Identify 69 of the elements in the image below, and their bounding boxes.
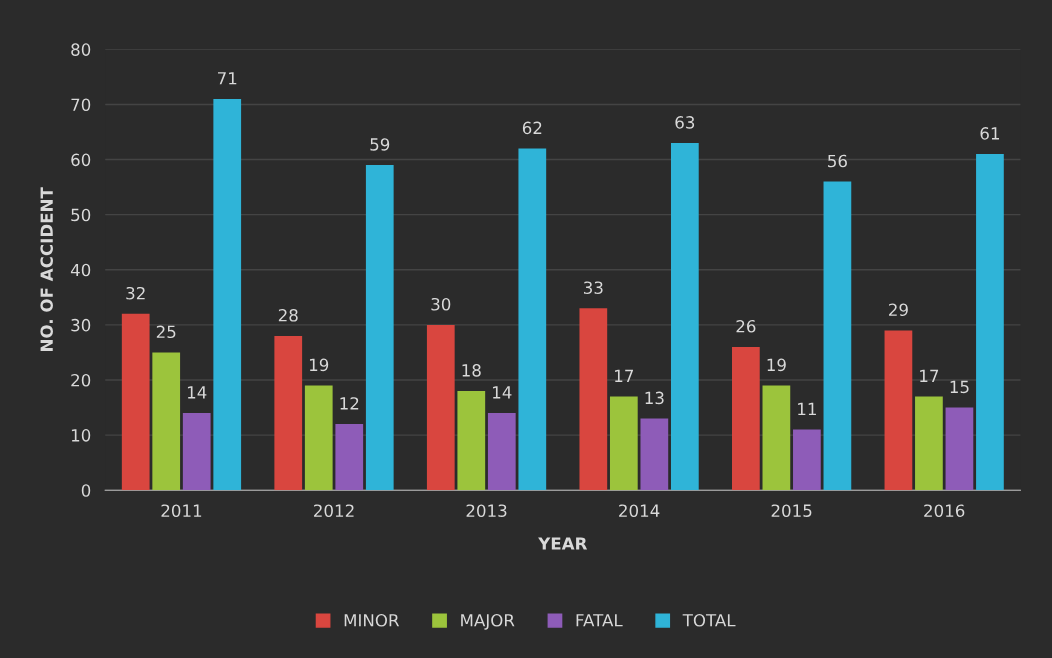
x-tick-label: 2016: [924, 504, 965, 517]
data-label: 17: [920, 369, 939, 382]
y-tick-label: 80: [71, 43, 91, 56]
y-tick-label: 30: [71, 318, 91, 332]
bar: [915, 396, 943, 491]
y-tick-label: 0: [81, 484, 91, 497]
legend-label: TOTAL: [682, 614, 736, 627]
bar: [609, 396, 638, 491]
data-label: 19: [767, 358, 786, 372]
data-label: 25: [156, 325, 176, 339]
bar: [213, 98, 242, 491]
data-label: 30: [431, 297, 451, 311]
bar: [640, 418, 669, 491]
data-label: 63: [675, 116, 695, 129]
bar: [121, 313, 150, 491]
y-tick-label: 10: [71, 429, 91, 442]
bar: [945, 407, 974, 491]
data-label: 26: [736, 319, 756, 333]
bar: [152, 352, 181, 491]
bar: [670, 143, 699, 491]
bar: [304, 385, 333, 491]
y-tick-label: 40: [70, 263, 91, 277]
bar: [793, 429, 821, 491]
x-tick-label: 2015: [771, 504, 812, 517]
bar: [274, 335, 303, 491]
data-label: 33: [583, 281, 603, 295]
bar: [823, 181, 852, 491]
bar: [884, 330, 913, 491]
y-tick-label: 60: [71, 153, 91, 167]
data-label: 59: [370, 138, 390, 151]
data-label: 62: [522, 121, 542, 135]
x-tick-label: 2012: [314, 504, 354, 517]
y-tick-label: 50: [71, 208, 91, 222]
legend-label: FATAL: [576, 614, 623, 627]
data-label: 14: [493, 386, 512, 399]
bar: [426, 324, 455, 491]
data-label: 11: [798, 402, 816, 416]
data-label: 71: [218, 72, 237, 85]
legend-label: MINOR: [344, 614, 400, 627]
y-axis-title: NO. OF ACCIDENT: [40, 187, 53, 351]
legend-label: MAJOR: [461, 614, 515, 630]
bar: [487, 413, 516, 491]
data-label: 18: [462, 364, 481, 377]
bar: [365, 165, 394, 491]
x-axis-title: YEAR: [538, 537, 588, 550]
data-label: 17: [615, 369, 634, 382]
x-tick-label: 2014: [619, 504, 660, 517]
data-label: 29: [889, 303, 908, 317]
data-label: 15: [950, 380, 969, 394]
data-label: 61: [980, 127, 999, 140]
data-label: 14: [187, 386, 207, 399]
bar: [579, 308, 608, 491]
data-label: 28: [278, 308, 298, 322]
bar: [335, 424, 364, 491]
x-tick-label: 2011: [161, 504, 202, 517]
data-label: 12: [340, 397, 359, 410]
bar: [976, 154, 1004, 491]
bar: [182, 413, 211, 491]
bar: [732, 346, 760, 491]
data-label: 19: [309, 358, 329, 372]
data-label: 13: [645, 391, 664, 405]
data-label: 32: [126, 286, 145, 300]
y-tick-label: 70: [71, 98, 91, 112]
data-label: 56: [828, 154, 847, 168]
bar: [762, 385, 791, 491]
bar: [457, 391, 486, 491]
y-tick-label: 20: [71, 373, 91, 387]
x-tick-label: 2013: [466, 504, 507, 517]
bar: [518, 148, 547, 491]
